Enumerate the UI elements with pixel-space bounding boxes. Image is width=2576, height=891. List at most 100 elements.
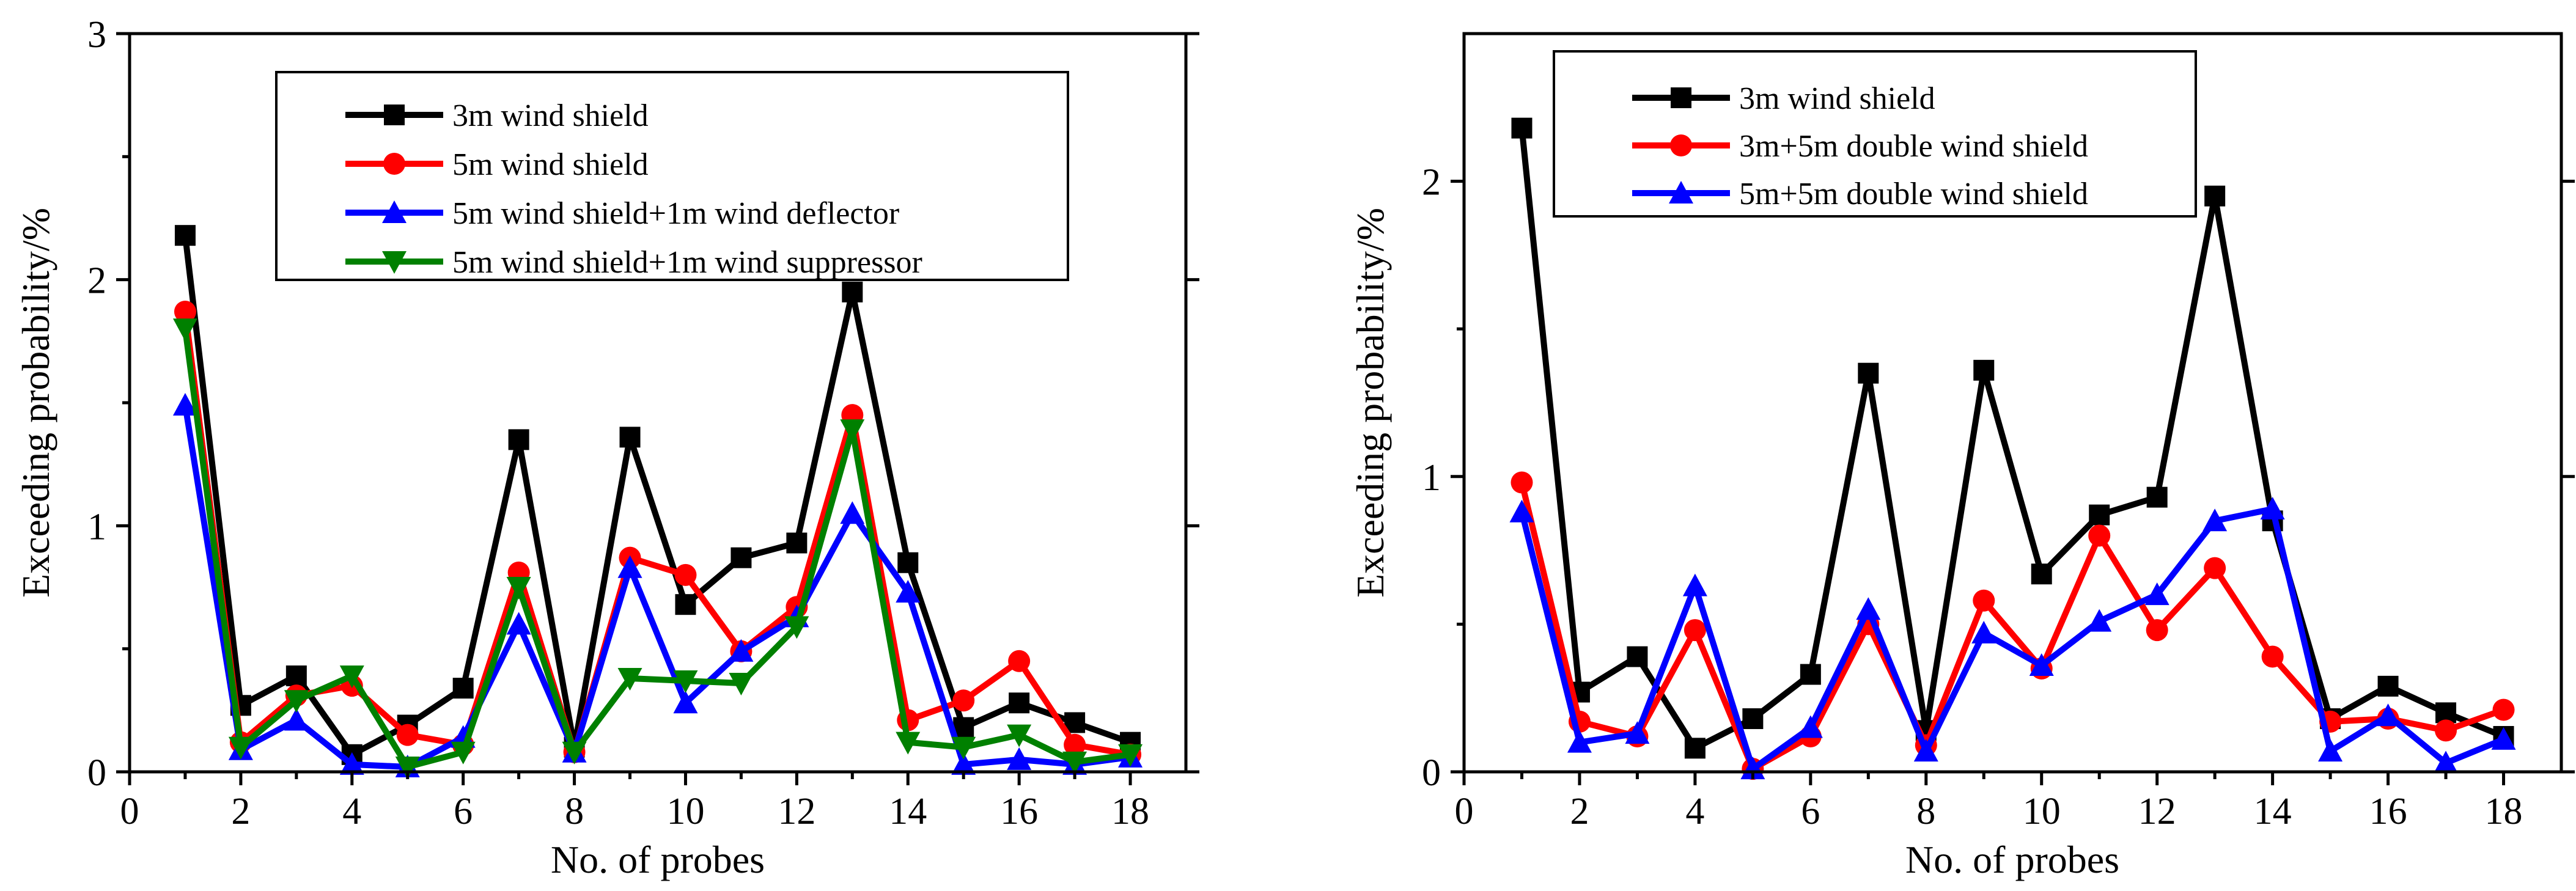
right-data-point [1800, 664, 1821, 685]
right-plot-frame [1462, 32, 2563, 774]
left-legend-marker [383, 153, 405, 175]
right-data-point [1567, 730, 1592, 753]
right-data-point [1684, 619, 1706, 642]
right-data-point [2377, 675, 2399, 697]
left-chart: 3m wind shield 5m wind shield 5m wind shie… [14, 14, 1199, 881]
left-x-tick-label: 12 [778, 791, 815, 832]
right-data-point [2260, 496, 2285, 519]
left-data-point [1007, 724, 1032, 747]
right-data-point [2318, 739, 2343, 762]
right-data-point [2435, 719, 2457, 742]
left-data-point [784, 616, 809, 639]
right-x-tick-label: 14 [2254, 791, 2292, 832]
right-data-point [1509, 499, 1534, 522]
left-chart-marks [172, 225, 1143, 779]
right-x-tick-label: 2 [1570, 791, 1589, 832]
left-legend: 3m wind shield 5m wind shield 5m wind shie… [275, 71, 1069, 281]
right-data-point [1856, 597, 1881, 620]
left-data-point [840, 501, 865, 524]
left-data-point [673, 670, 698, 694]
right-legend-marker [1669, 181, 1693, 204]
left-x-axis-title: No. of probes [551, 838, 765, 881]
left-data-point [174, 225, 196, 246]
left-data-point [339, 752, 364, 775]
left-series-line-3 [182, 328, 1131, 770]
right-data-point [2144, 582, 2169, 606]
left-data-point [729, 639, 754, 662]
right-legend: 3m wind shield 3m+5m double wind shield 5m… [1553, 50, 2197, 218]
right-data-point [2204, 185, 2226, 207]
left-data-point [1064, 733, 1086, 756]
right-legend-marker [1671, 87, 1691, 108]
right-y-axis-title: Exceeding probability/% [1349, 208, 1392, 598]
left-data-point [1118, 744, 1143, 767]
right-data-point [1742, 708, 1764, 730]
left-series-line-2 [182, 405, 1131, 770]
left-legend-label: 5m wind shield [452, 147, 649, 182]
right-data-point [2491, 727, 2516, 750]
right-data-point [1858, 362, 1879, 384]
left-data-point [729, 673, 754, 696]
left-data-point [172, 393, 197, 416]
left-x-tick-label: 8 [565, 791, 584, 832]
right-data-point [1511, 117, 1533, 139]
right-x-tick-label: 4 [1685, 791, 1704, 832]
right-chart-marks [1509, 117, 2516, 780]
right-x-tick-label: 0 [1455, 791, 1474, 832]
left-data-point [675, 594, 696, 615]
right-data-point [1682, 573, 1707, 596]
left-data-point [284, 690, 309, 713]
right-data-point [2089, 504, 2110, 526]
left-legend-box [275, 71, 1069, 281]
right-x-tick-label: 6 [1801, 791, 1820, 832]
left-legend-label: 5m wind shield+1m wind deflector [452, 196, 899, 231]
left-data-point [951, 736, 976, 760]
right-data-point [1511, 471, 1533, 494]
left-x-tick-label: 14 [889, 791, 927, 832]
right-data-point [2029, 653, 2054, 676]
right-x-tick-label: 16 [2369, 791, 2407, 832]
right-series-line-2 [1518, 505, 2505, 772]
left-x-tick-label: 0 [120, 791, 139, 832]
right-x-axis-title: No. of probes [1905, 838, 2119, 881]
left-data-point [452, 678, 474, 699]
left-data-point [174, 301, 196, 323]
left-data-point [897, 552, 919, 573]
right-y-tick-label: 0 [1422, 752, 1441, 794]
left-data-point [896, 580, 921, 603]
left-x-tick-label: 2 [231, 791, 250, 832]
left-data-point [673, 691, 698, 714]
left-data-point [285, 665, 307, 686]
right-data-point [1913, 739, 1938, 762]
left-data-point [172, 318, 197, 342]
right-y-tick-label: 1 [1422, 457, 1441, 499]
right-data-point [2375, 703, 2401, 727]
left-legend-marker [382, 200, 407, 223]
right-data-point [1627, 646, 1648, 667]
left-data-point [1008, 650, 1031, 672]
left-data-point [506, 577, 531, 600]
right-x-tick-label: 8 [1916, 791, 1935, 832]
right-legend-label: 3m wind shield [1739, 81, 1935, 116]
left-data-point [506, 612, 531, 635]
right-data-point [2087, 609, 2112, 632]
left-data-point [674, 563, 697, 586]
right-data-point [1625, 721, 1650, 744]
right-chart: 3m wind shield 3m+5m double wind shield 5m… [1349, 32, 2575, 881]
right-x-tick-label: 10 [2023, 791, 2061, 832]
left-y-axis-title: Exceeding probability/% [14, 208, 57, 598]
right-data-point [2088, 524, 2111, 547]
left-data-point [952, 689, 975, 712]
left-x-tick-label: 4 [342, 791, 361, 832]
left-data-point [508, 429, 529, 450]
left-legend-label: 5m wind shield+1m wind suppressor [452, 245, 922, 280]
left-data-point [617, 555, 642, 578]
right-x-tick-label: 12 [2138, 791, 2176, 832]
left-legend-marker [382, 251, 407, 274]
right-legend-label: 3m+5m double wind shield [1739, 129, 2088, 164]
right-x-tick-label: 18 [2485, 791, 2523, 832]
right-data-point [1973, 589, 1995, 612]
left-data-point [619, 427, 641, 448]
left-data-point [228, 736, 253, 760]
